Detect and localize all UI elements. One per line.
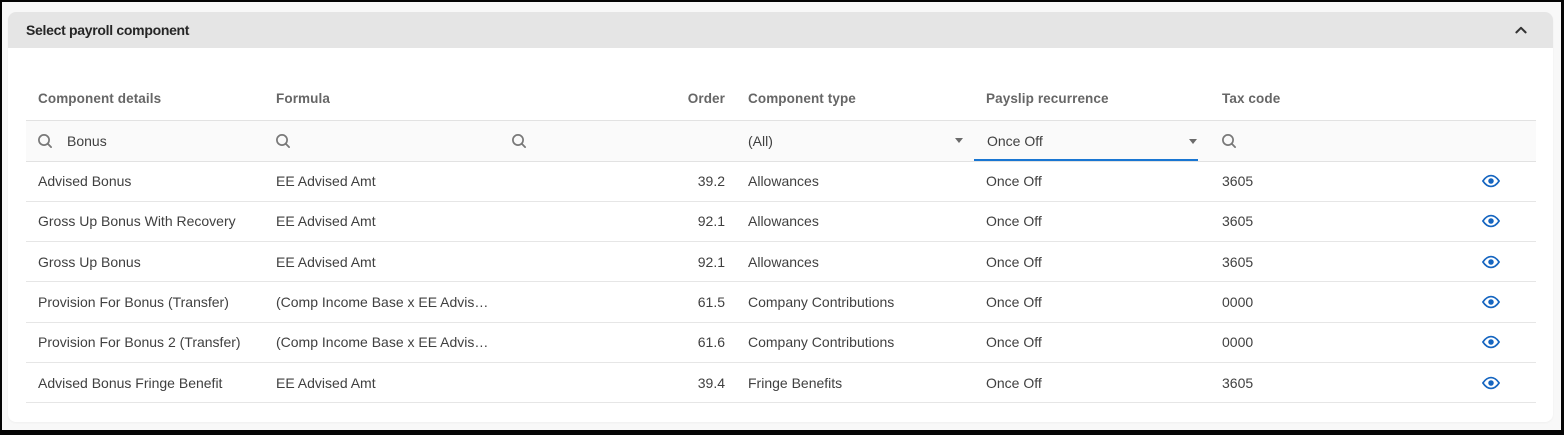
payslip-recurrence-dropdown[interactable]: Once Off (974, 124, 1198, 160)
column-header-tax-code[interactable]: Tax code (1210, 78, 1446, 121)
search-icon (512, 133, 527, 148)
cell-order: 92.1 (500, 201, 736, 243)
filter-payslip-recurrence[interactable]: Once Off (974, 120, 1210, 162)
view-component-button[interactable] (1481, 252, 1501, 272)
filter-row: Bonus (26, 120, 1536, 162)
filter-formula[interactable] (264, 120, 500, 162)
payslip-recurrence-dropdown-value: Once Off (987, 133, 1043, 149)
cell-component-details: Provision For Bonus (Transfer) (26, 281, 264, 323)
cell-component-details: Provision For Bonus 2 (Transfer) (26, 322, 264, 364)
table-row[interactable]: Advised Bonus Fringe Benefit EE Advised … (26, 362, 1536, 404)
cell-component-type: Company Contributions (736, 281, 974, 323)
cell-component-type: Allowances (736, 241, 974, 283)
cell-payslip-recurrence: Once Off (974, 201, 1210, 243)
cell-formula: (Comp Income Base x EE Advis… (264, 281, 500, 323)
cell-payslip-recurrence: Once Off (974, 362, 1210, 404)
filter-tax-code[interactable] (1210, 120, 1446, 162)
cell-component-details: Advised Bonus (26, 161, 264, 202)
column-header-component-type[interactable]: Component type (736, 78, 974, 121)
cell-component-type: Fringe Benefits (736, 362, 974, 404)
cell-tax-code: 3605 (1210, 241, 1446, 283)
cell-component-details: Advised Bonus Fringe Benefit (26, 362, 264, 404)
view-component-button[interactable] (1481, 332, 1501, 352)
cell-formula: EE Advised Amt (264, 161, 500, 202)
view-component-button[interactable] (1481, 211, 1501, 231)
table-row[interactable]: Gross Up Bonus With Recovery EE Advised … (26, 201, 1536, 243)
column-header-row: Component details Formula Order Componen… (26, 78, 1536, 121)
cell-formula: EE Advised Amt (264, 362, 500, 404)
view-component-button[interactable] (1481, 171, 1501, 191)
filter-component-type[interactable]: (All) (736, 120, 974, 162)
eye-icon (1481, 376, 1501, 390)
cell-payslip-recurrence: Once Off (974, 161, 1210, 202)
panel-title: Select payroll component (26, 22, 190, 38)
panel-header[interactable]: Select payroll component (8, 12, 1553, 48)
payroll-component-grid: Component details Formula Order Componen… (26, 78, 1536, 404)
column-header-order[interactable]: Order (500, 78, 736, 121)
table-row[interactable]: Provision For Bonus (Transfer) (Comp Inc… (26, 281, 1536, 323)
cell-component-details: Gross Up Bonus With Recovery (26, 201, 264, 243)
cell-payslip-recurrence: Once Off (974, 281, 1210, 323)
dropdown-arrow-icon (1189, 138, 1197, 144)
eye-icon (1481, 255, 1501, 269)
component-type-dropdown-value: (All) (748, 132, 773, 149)
cell-formula: EE Advised Amt (264, 241, 500, 283)
cell-component-details: Gross Up Bonus (26, 241, 264, 283)
cell-component-type: Company Contributions (736, 322, 974, 364)
view-component-button[interactable] (1481, 292, 1501, 312)
eye-icon (1481, 215, 1501, 228)
cell-component-type: Allowances (736, 161, 974, 202)
eye-icon (1481, 295, 1501, 309)
filter-order[interactable] (500, 120, 736, 162)
eye-icon (1481, 174, 1501, 188)
cell-order: 39.4 (500, 362, 736, 404)
cell-payslip-recurrence: Once Off (974, 322, 1210, 364)
table-row[interactable]: Provision For Bonus 2 (Transfer) (Comp I… (26, 322, 1536, 364)
cell-order: 61.6 (500, 322, 736, 364)
column-header-component-details[interactable]: Component details (26, 78, 264, 121)
cell-tax-code: 0000 (1210, 281, 1446, 323)
filter-value-component-details: Bonus (67, 132, 107, 149)
cell-component-type: Allowances (736, 201, 974, 243)
cell-order: 92.1 (500, 241, 736, 283)
search-icon (1222, 133, 1237, 148)
filter-actions (1446, 120, 1536, 162)
cell-formula: (Comp Income Base x EE Advis… (264, 322, 500, 364)
collapse-panel-button[interactable] (1510, 19, 1532, 41)
cell-order: 39.2 (500, 161, 736, 202)
component-type-dropdown[interactable]: (All) (746, 121, 964, 161)
eye-icon (1481, 336, 1501, 349)
table-row[interactable]: Advised Bonus EE Advised Amt 39.2 Allowa… (26, 161, 1536, 202)
cell-formula: EE Advised Amt (264, 201, 500, 243)
dropdown-arrow-icon (955, 138, 963, 143)
cell-payslip-recurrence: Once Off (974, 241, 1210, 283)
cell-order: 61.5 (500, 281, 736, 323)
search-icon (38, 133, 53, 148)
column-header-formula[interactable]: Formula (264, 78, 500, 121)
table-row[interactable]: Gross Up Bonus EE Advised Amt 92.1 Allow… (26, 241, 1536, 283)
chevron-up-icon (1515, 26, 1527, 34)
column-header-payslip-recurrence[interactable]: Payslip recurrence (974, 78, 1210, 121)
column-header-actions (1446, 78, 1536, 121)
cell-tax-code: 0000 (1210, 322, 1446, 364)
view-component-button[interactable] (1481, 373, 1501, 393)
payroll-component-panel: Select payroll component Component detai… (8, 12, 1553, 422)
cell-tax-code: 3605 (1210, 201, 1446, 243)
cell-tax-code: 3605 (1210, 362, 1446, 404)
search-icon (276, 133, 291, 148)
filter-component-details[interactable]: Bonus (26, 120, 264, 162)
cell-tax-code: 3605 (1210, 161, 1446, 202)
